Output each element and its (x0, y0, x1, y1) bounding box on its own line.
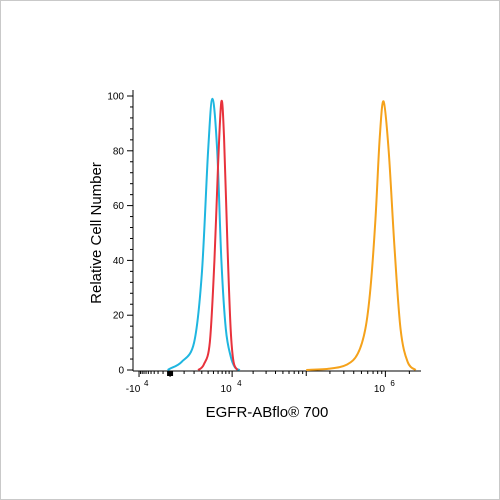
y-tick-label: 40 (113, 256, 125, 267)
series-line-3 (306, 100, 417, 371)
y-ticks: 0 20 40 60 80 100 (107, 92, 133, 377)
y-axis-label: Relative Cell Number (88, 162, 105, 304)
x-tick-label: -10 (126, 384, 141, 395)
y-tick-label: 20 (113, 311, 125, 322)
x-tick-label-exponent: 4 (237, 379, 242, 388)
series-layer (167, 97, 417, 371)
x-tick-label: 10 (221, 384, 233, 395)
x-zero-marker (167, 371, 174, 376)
y-tick-label: 60 (113, 201, 125, 212)
y-tick-label: 0 (118, 366, 124, 377)
series-line-1 (167, 97, 241, 371)
y-tick-label: 80 (113, 146, 125, 157)
x-tick-label-exponent: 6 (390, 379, 395, 388)
y-tick-label: 100 (107, 92, 124, 103)
x-tick-label-exponent: 4 (144, 379, 149, 388)
series-line-2 (197, 99, 239, 371)
x-axis-label: EGFR-ABflo® 700 (206, 404, 329, 421)
x-tick-label: 10 (374, 384, 386, 395)
